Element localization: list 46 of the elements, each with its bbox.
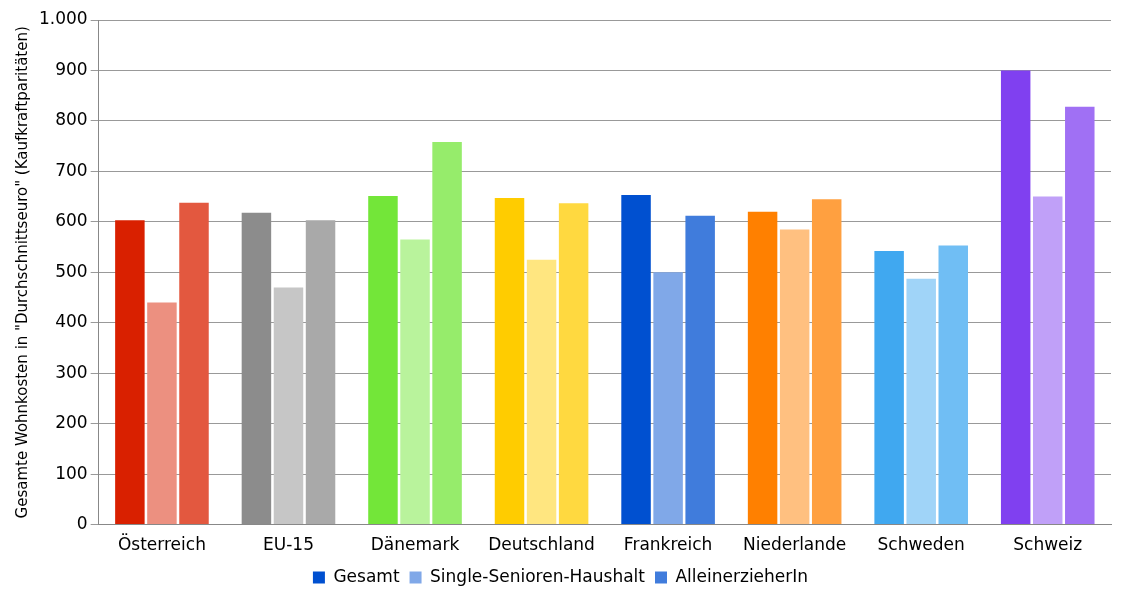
bar: [653, 272, 683, 525]
x-tick-label: Niederlande: [742, 534, 847, 555]
y-tick-label: 1.000: [39, 8, 88, 29]
x-tick-label: Schweden: [877, 534, 965, 555]
bar: [273, 287, 304, 525]
y-tick-label: 100: [55, 462, 88, 483]
bar: [747, 211, 778, 525]
bar: [811, 199, 842, 525]
x-tick-label: EU-15: [263, 534, 314, 555]
x-tick-label: Österreich: [117, 533, 206, 555]
y-tick-label: 300: [55, 361, 88, 382]
bar: [147, 302, 177, 525]
y-tick-label: 200: [55, 412, 88, 433]
y-tick-label: 900: [55, 58, 88, 79]
bar: [685, 215, 715, 525]
x-tick-label: Schweiz: [1013, 534, 1083, 555]
y-axis-title: Gesamte Wohnkosten in "Durchschnittseuro" (Kaufkraftparitäten): [12, 26, 31, 519]
bar: [1000, 70, 1031, 525]
bar: [938, 245, 968, 525]
bar: [558, 203, 589, 525]
bar: [368, 196, 398, 525]
bar: [526, 259, 557, 525]
y-tick-label: 400: [55, 311, 88, 332]
y-tick-label: 800: [55, 109, 88, 130]
bar: [621, 195, 651, 525]
legend-label: AlleinerzieherIn: [675, 565, 809, 586]
x-tick-label: Dänemark: [370, 534, 460, 555]
bar: [115, 220, 145, 525]
bar: [874, 251, 904, 525]
bar: [1032, 196, 1063, 525]
bar: [305, 220, 336, 525]
x-tick-label: Deutschland: [488, 534, 595, 555]
y-tick-label: 500: [55, 260, 88, 281]
bar: [400, 239, 430, 525]
bar: [779, 229, 810, 525]
bar: [1065, 106, 1095, 525]
legend-label: Single-Senioren-Haushalt: [430, 565, 646, 586]
bar: [179, 202, 209, 525]
x-tick-label: Frankreich: [623, 534, 713, 555]
bar: [906, 278, 936, 525]
bar: [494, 198, 525, 525]
y-tick-label: 0: [76, 513, 88, 534]
bar: [432, 142, 462, 525]
y-tick-label: 700: [55, 159, 88, 180]
legend-label: Gesamt: [333, 565, 400, 586]
y-tick-label: 600: [55, 210, 88, 231]
